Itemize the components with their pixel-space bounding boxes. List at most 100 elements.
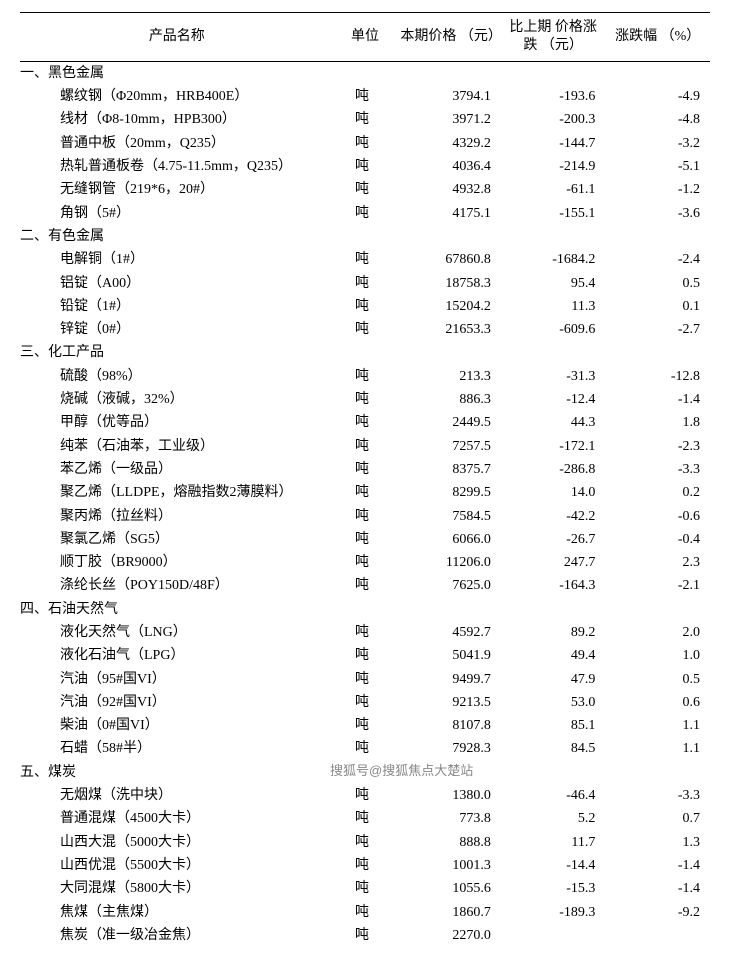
section-title: 二、有色金属	[20, 225, 710, 248]
cell-diff: -155.1	[501, 202, 606, 225]
table-row: 普通中板（20mm，Q235）吨4329.2-144.7-3.2	[20, 132, 710, 155]
table-row: 苯乙烯（一级品）吨8375.7-286.8-3.3	[20, 458, 710, 481]
cell-pct: 0.1	[605, 295, 710, 318]
cell-name: 无缝钢管（219*6，20#）	[20, 179, 334, 202]
cell-unit: 吨	[334, 528, 397, 551]
cell-price: 4036.4	[396, 156, 501, 179]
cell-price: 18758.3	[396, 272, 501, 295]
cell-unit: 吨	[334, 785, 397, 808]
cell-pct: -9.2	[605, 901, 710, 924]
cell-diff: -15.3	[501, 878, 606, 901]
cell-pct	[605, 924, 710, 947]
cell-pct: -2.7	[605, 319, 710, 342]
cell-pct: 1.8	[605, 412, 710, 435]
section-row: 四、石油天然气	[20, 598, 710, 621]
cell-pct: -4.9	[605, 86, 710, 109]
cell-unit: 吨	[334, 389, 397, 412]
cell-pct: -5.1	[605, 156, 710, 179]
cell-pct: 1.0	[605, 645, 710, 668]
header-name: 产品名称	[20, 13, 334, 62]
table-row: 烧碱（液碱，32%）吨886.3-12.4-1.4	[20, 389, 710, 412]
cell-unit: 吨	[334, 156, 397, 179]
cell-unit: 吨	[334, 901, 397, 924]
cell-diff: -144.7	[501, 132, 606, 155]
cell-pct: 2.0	[605, 622, 710, 645]
cell-pct: -3.3	[605, 458, 710, 481]
cell-diff: -12.4	[501, 389, 606, 412]
cell-name: 无烟煤（洗中块）	[20, 785, 334, 808]
table-row: 聚乙烯（LLDPE，熔融指数2薄膜料）吨8299.514.00.2	[20, 482, 710, 505]
cell-unit: 吨	[334, 691, 397, 714]
cell-name: 铅锭（1#）	[20, 295, 334, 318]
table-row: 顺丁胶（BR9000）吨11206.0247.72.3	[20, 552, 710, 575]
cell-pct: 0.7	[605, 808, 710, 831]
cell-name: 角钢（5#）	[20, 202, 334, 225]
cell-diff: 49.4	[501, 645, 606, 668]
cell-diff: -200.3	[501, 109, 606, 132]
cell-price: 3794.1	[396, 86, 501, 109]
section-title: 四、石油天然气	[20, 598, 710, 621]
cell-diff: -1684.2	[501, 249, 606, 272]
cell-pct: -4.8	[605, 109, 710, 132]
cell-pct: -2.1	[605, 575, 710, 598]
cell-price: 1380.0	[396, 785, 501, 808]
cell-diff: -31.3	[501, 365, 606, 388]
cell-price: 2270.0	[396, 924, 501, 947]
cell-price: 4329.2	[396, 132, 501, 155]
table-row: 山西大混（5000大卡）吨888.811.71.3	[20, 831, 710, 854]
table-row: 液化天然气（LNG）吨4592.789.22.0	[20, 622, 710, 645]
section-title: 五、煤炭	[20, 761, 710, 784]
table-row: 聚氯乙烯（SG5）吨6066.0-26.7-0.4	[20, 528, 710, 551]
cell-pct: 2.3	[605, 552, 710, 575]
cell-diff: -609.6	[501, 319, 606, 342]
cell-name: 大同混煤（5800大卡）	[20, 878, 334, 901]
table-row: 热轧普通板卷（4.75-11.5mm，Q235）吨4036.4-214.9-5.…	[20, 156, 710, 179]
table-row: 柴油（0#国VI）吨8107.885.11.1	[20, 715, 710, 738]
cell-price: 67860.8	[396, 249, 501, 272]
section-title: 三、化工产品	[20, 342, 710, 365]
cell-name: 线材（Φ8-10mm，HPB300）	[20, 109, 334, 132]
cell-unit: 吨	[334, 482, 397, 505]
table-row: 纯苯（石油苯，工业级）吨7257.5-172.1-2.3	[20, 435, 710, 458]
cell-diff: -193.6	[501, 86, 606, 109]
cell-unit: 吨	[334, 575, 397, 598]
cell-name: 山西优混（5500大卡）	[20, 854, 334, 877]
cell-unit: 吨	[334, 622, 397, 645]
cell-diff: -14.4	[501, 854, 606, 877]
cell-name: 液化石油气（LPG）	[20, 645, 334, 668]
table-row: 锌锭（0#）吨21653.3-609.6-2.7	[20, 319, 710, 342]
cell-diff: -61.1	[501, 179, 606, 202]
cell-pct: -0.6	[605, 505, 710, 528]
cell-pct: 0.6	[605, 691, 710, 714]
cell-name: 热轧普通板卷（4.75-11.5mm，Q235）	[20, 156, 334, 179]
table-row: 线材（Φ8-10mm，HPB300）吨3971.2-200.3-4.8	[20, 109, 710, 132]
cell-unit: 吨	[334, 319, 397, 342]
cell-pct: -0.4	[605, 528, 710, 551]
cell-pct: 1.1	[605, 715, 710, 738]
cell-name: 柴油（0#国VI）	[20, 715, 334, 738]
cell-diff: -172.1	[501, 435, 606, 458]
cell-name: 纯苯（石油苯，工业级）	[20, 435, 334, 458]
cell-price: 1860.7	[396, 901, 501, 924]
cell-name: 普通混煤（4500大卡）	[20, 808, 334, 831]
price-table: 产品名称 单位 本期价格 （元） 比上期 价格涨跌 （元） 涨跌幅 （%） 一、…	[20, 12, 710, 948]
table-row: 电解铜（1#）吨67860.8-1684.2-2.4	[20, 249, 710, 272]
cell-pct: -1.4	[605, 854, 710, 877]
cell-pct: -1.4	[605, 878, 710, 901]
cell-name: 硫酸（98%）	[20, 365, 334, 388]
cell-price: 8375.7	[396, 458, 501, 481]
cell-pct: -3.3	[605, 785, 710, 808]
cell-price: 6066.0	[396, 528, 501, 551]
cell-diff: 47.9	[501, 668, 606, 691]
cell-pct: -3.6	[605, 202, 710, 225]
table-row: 石蜡（58#半）吨7928.384.51.1	[20, 738, 710, 761]
cell-name: 聚丙烯（拉丝料）	[20, 505, 334, 528]
cell-diff	[501, 924, 606, 947]
cell-diff: 247.7	[501, 552, 606, 575]
table-row: 普通混煤（4500大卡）吨773.85.20.7	[20, 808, 710, 831]
cell-name: 液化天然气（LNG）	[20, 622, 334, 645]
cell-price: 21653.3	[396, 319, 501, 342]
cell-price: 213.3	[396, 365, 501, 388]
header-pct: 涨跌幅 （%）	[605, 13, 710, 62]
cell-price: 11206.0	[396, 552, 501, 575]
